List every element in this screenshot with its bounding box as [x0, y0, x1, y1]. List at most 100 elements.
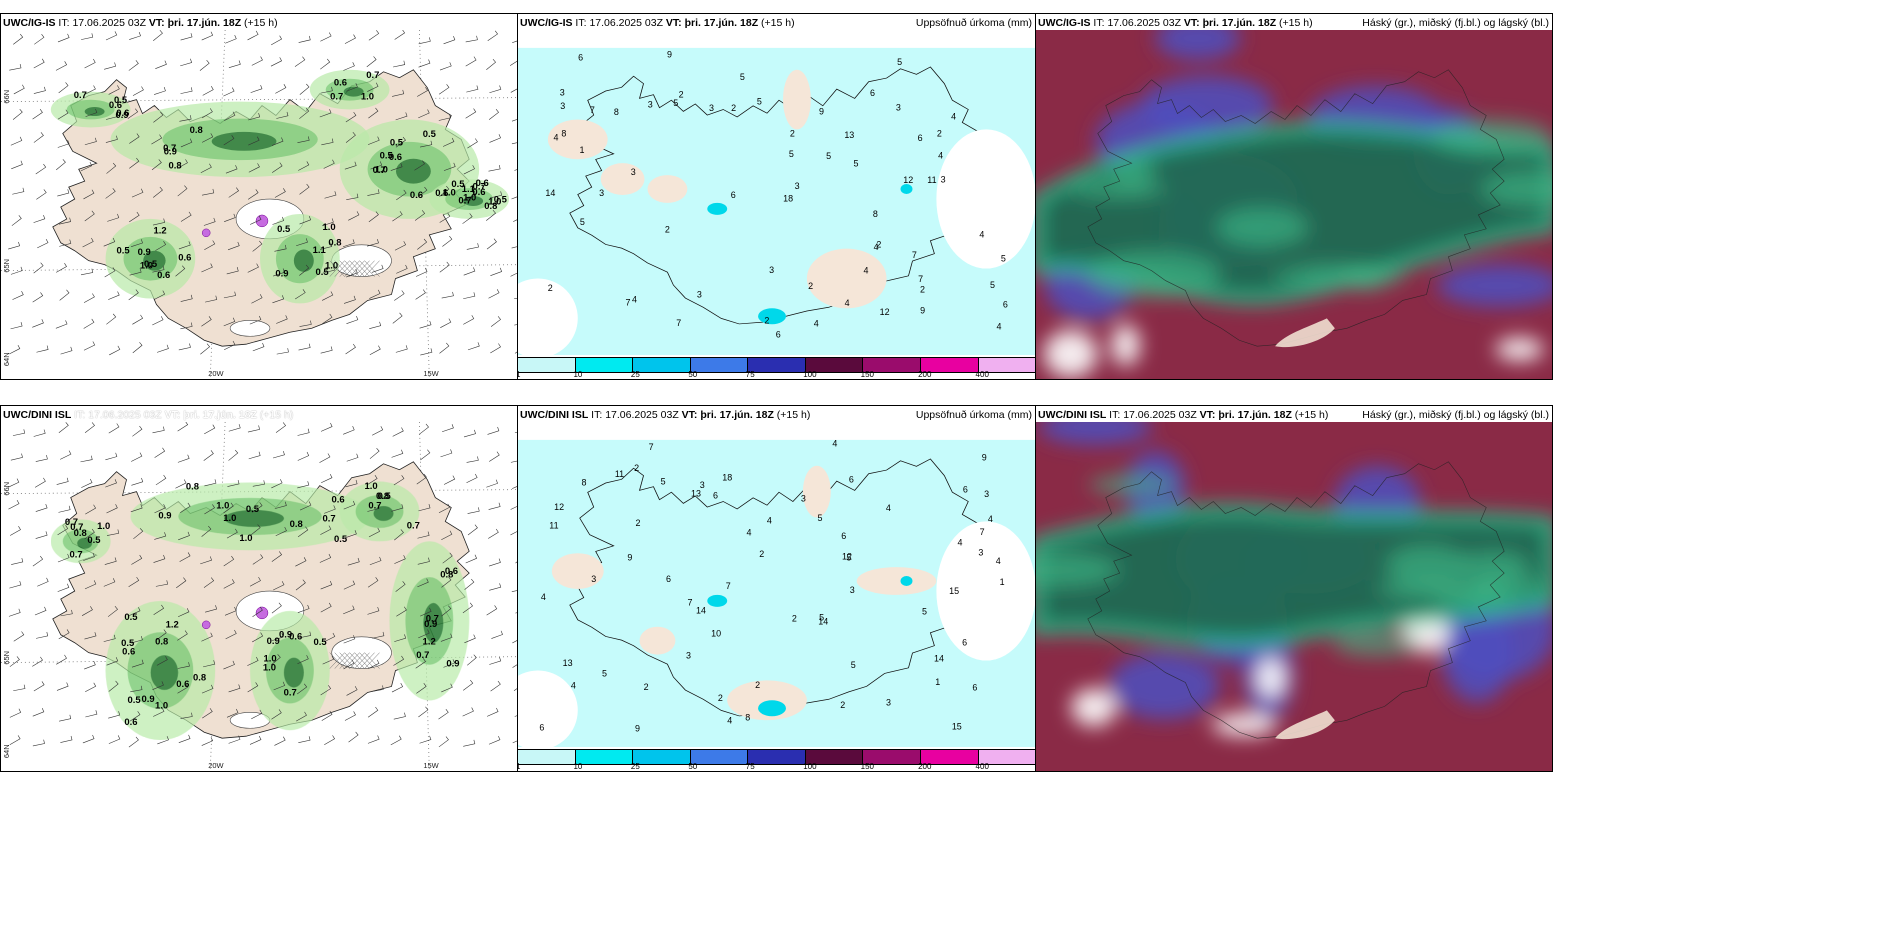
precip-value-label: 4	[938, 151, 943, 161]
wind-barb	[105, 31, 118, 41]
wind-barb	[271, 602, 282, 614]
colorbar-cell	[805, 750, 864, 764]
wind-barb	[59, 714, 72, 722]
wind-barb	[12, 290, 24, 300]
wind-barb	[299, 83, 310, 95]
precip-value-label: 4	[997, 321, 1002, 331]
wind-barb	[108, 735, 121, 744]
wind-barb	[9, 580, 22, 589]
rain-value-label: 0.7	[70, 549, 83, 560]
wind-barb	[420, 607, 432, 617]
wind-barbs	[7, 422, 517, 748]
rain-value-label: 0.5	[128, 695, 141, 706]
wind-barb	[9, 735, 21, 746]
precip-value-label: 12	[554, 502, 564, 512]
wind-barb	[512, 740, 517, 744]
wind-barb	[297, 451, 310, 461]
precip-value-label: 2	[636, 518, 641, 528]
wind-barb	[273, 581, 285, 591]
heavy-rain-area	[143, 250, 166, 271]
wind-barb	[13, 631, 25, 642]
rain-value-label: 0.5	[246, 504, 259, 515]
wind-barb	[345, 111, 357, 123]
rain-value-label: 1.2	[166, 620, 179, 631]
dry-area	[647, 175, 688, 203]
wind-barb	[180, 294, 193, 302]
wind-barb	[371, 685, 384, 692]
precip-value-label: 7	[676, 318, 681, 328]
precip-value-label: 3	[591, 574, 596, 584]
rain-value-label: 0.9	[446, 659, 459, 670]
wind-barb	[32, 319, 44, 328]
wind-barb	[343, 580, 356, 590]
wind-barb	[85, 682, 97, 693]
wind-barb	[203, 577, 215, 588]
rain-value-label: 1.0	[216, 501, 229, 512]
no-precip-area	[936, 521, 1035, 661]
wind-barb	[129, 133, 140, 144]
precip-value-label: 9	[635, 724, 640, 734]
wind-barb	[486, 605, 498, 616]
wind-barb	[105, 112, 119, 120]
precip-value-label: 8	[873, 209, 878, 219]
wind-barb	[392, 312, 403, 324]
precip-value-label: 6	[918, 133, 923, 143]
wind-barb	[180, 211, 192, 222]
precip-value-label: 2	[764, 316, 769, 326]
precip-value-label: 2	[759, 549, 764, 559]
wind-barb	[372, 426, 384, 436]
latitude-label: 66N	[2, 90, 11, 104]
heavier-precip-area	[707, 594, 728, 607]
wind-barb	[59, 239, 72, 247]
rain-value-label: 0.5	[117, 245, 130, 256]
wind-barb	[489, 657, 502, 665]
wind-barb	[8, 608, 21, 617]
precip-value-label: 4	[632, 295, 637, 305]
colorbar-cell	[633, 750, 691, 764]
wind-barb	[201, 316, 212, 327]
wind-barb	[343, 605, 355, 615]
dry-area	[547, 119, 608, 160]
axis-labels: 66N 65N 64N 20W 15W	[2, 482, 440, 770]
wind-barb	[297, 604, 310, 613]
wind-barb	[252, 240, 263, 252]
wind-barb	[321, 138, 334, 146]
wind-barb	[178, 241, 191, 250]
wind-barb	[33, 86, 46, 94]
heavy-rain-area	[211, 131, 277, 151]
heavier-precip-area	[758, 700, 786, 717]
colorbar-cell	[575, 358, 634, 372]
heavy-rain-area	[343, 86, 364, 97]
wind-barb	[247, 425, 260, 433]
wind-barb	[34, 606, 47, 616]
rain-value-label: 1.0	[361, 91, 374, 102]
colorbar-cells	[518, 749, 1035, 765]
wind-barb	[395, 581, 406, 592]
colorbar-tick-label: 400	[975, 762, 989, 771]
wind-barb	[465, 56, 477, 67]
wind-barb	[180, 138, 193, 148]
precip-value-label: 2	[792, 614, 797, 624]
wind-barb	[81, 478, 93, 488]
rain-value-label: 1.0	[263, 662, 276, 673]
wind-barb	[151, 159, 162, 171]
wind-barb	[130, 685, 143, 693]
wind-barb	[56, 477, 69, 485]
precip-value-label: 3	[648, 99, 653, 109]
wind-barb	[9, 344, 21, 355]
glacier	[331, 636, 392, 669]
wind-barb	[417, 238, 428, 250]
precip-value-label: 2	[790, 129, 795, 139]
wind-barb	[128, 736, 139, 748]
wind-barb	[396, 264, 408, 274]
wind-barb	[438, 113, 451, 121]
rain-value-label: 0.9	[424, 619, 437, 630]
rain-value-label: 0.9	[164, 146, 177, 157]
colorbar-cell	[518, 358, 576, 372]
precip-value-label: 6	[578, 52, 583, 62]
precip-value-label: 3	[941, 175, 946, 185]
wind-barb	[463, 679, 474, 691]
wind-barb	[180, 87, 193, 94]
wind-barb	[322, 291, 334, 301]
wind-barb	[395, 112, 408, 121]
